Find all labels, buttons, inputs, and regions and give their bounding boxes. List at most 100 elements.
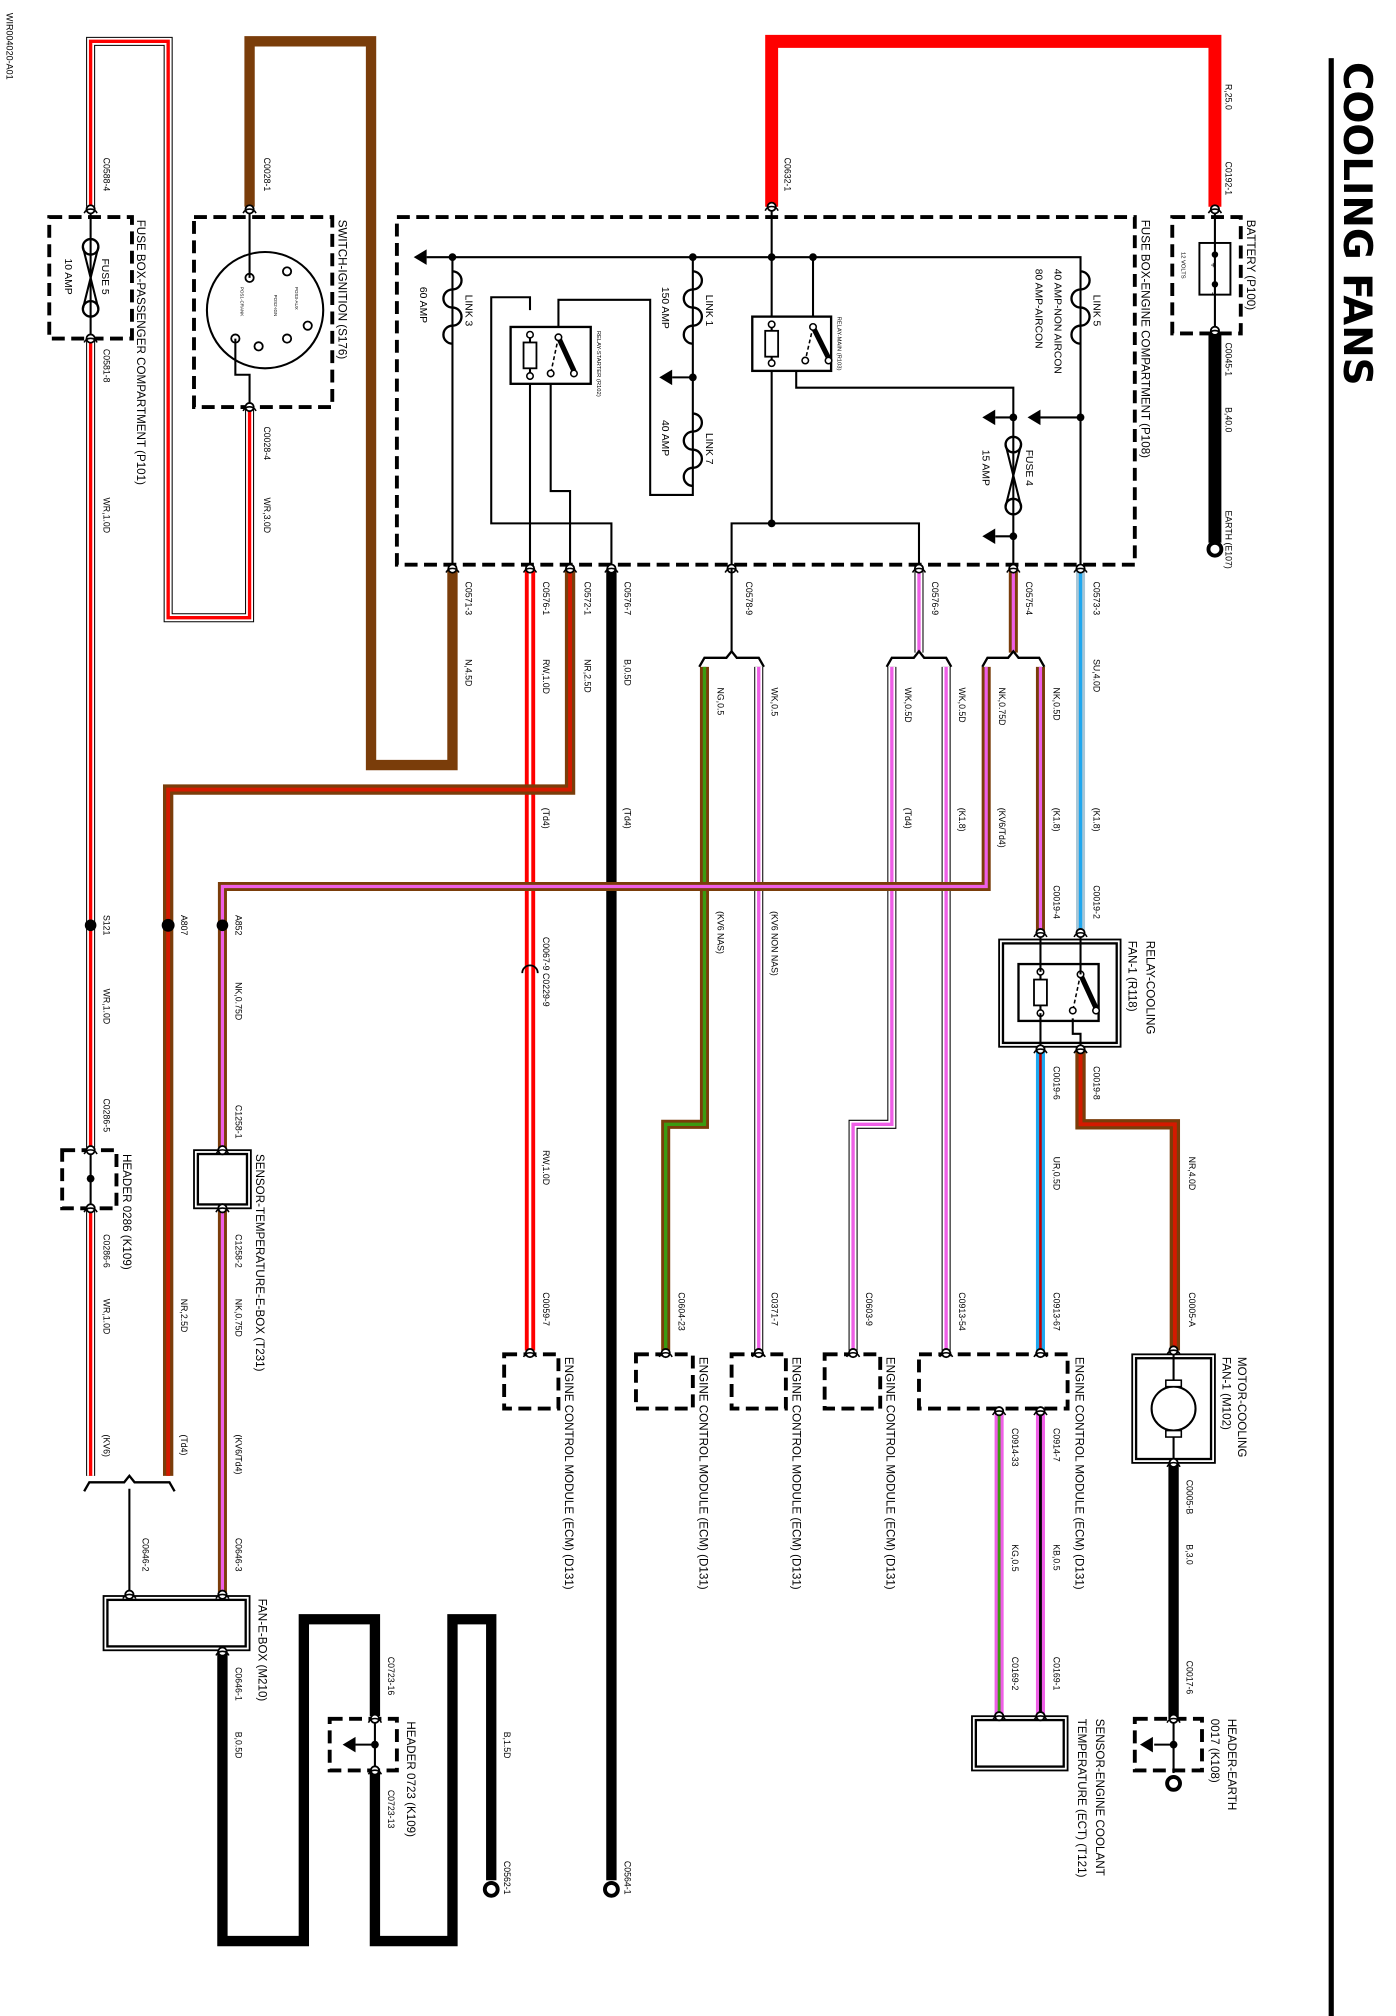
label-ecm-4: ENGINE CONTROL MODULE (ECM) (D131) xyxy=(884,1357,897,1590)
circuit-line xyxy=(426,256,1082,569)
junction-dot xyxy=(688,253,697,262)
label-nk075-c: NK,0.75D xyxy=(233,1299,243,1337)
relay-terminal xyxy=(824,356,833,365)
label-wk05: WK,0.5 xyxy=(770,688,780,717)
label-ecm-2: ENGINE CONTROL MODULE (ECM) (D131) xyxy=(696,1357,709,1590)
relay-terminal xyxy=(767,359,776,368)
label-c0913-67: C0913-67 xyxy=(1051,1292,1061,1331)
label-link5-rating-b: 80 AMP-AIRCON xyxy=(1032,269,1043,349)
label-ecm-5: ENGINE CONTROL MODULE (ECM) (D131) xyxy=(1072,1357,1085,1590)
label-nr40: NR,4.0D xyxy=(1187,1157,1197,1191)
junction-dot xyxy=(809,253,817,262)
label-td4-a: (Td4) xyxy=(541,808,551,829)
label-link1-rating: 150 AMP xyxy=(659,287,670,329)
label-battery: BATTERY (P100) xyxy=(1244,220,1257,311)
brace-icon xyxy=(981,649,1046,668)
earth-ring-icon xyxy=(1206,540,1224,558)
connector-mark-icon xyxy=(845,1352,861,1358)
junction-dot xyxy=(1009,413,1018,422)
battery-plus-icon: + xyxy=(1208,262,1218,267)
circuit-line xyxy=(490,296,613,569)
label-s121: S121 xyxy=(102,915,112,936)
junction-dot xyxy=(1211,251,1219,258)
wire-b xyxy=(369,1614,497,1947)
label-c0371-7: C0371-7 xyxy=(770,1292,780,1326)
label-c0572-1: C0572-1 xyxy=(582,582,592,616)
label-fuse5-rating: 10 AMP xyxy=(62,258,73,294)
relay-terminal xyxy=(525,372,535,381)
label-b15: B,1.5D xyxy=(502,1732,512,1759)
connector-mark-icon xyxy=(1166,1717,1181,1724)
junction-dot xyxy=(688,373,697,382)
circuit-line xyxy=(549,374,572,569)
label-c0914-7: C0914-7 xyxy=(1051,1428,1061,1462)
label-wk05d-b: WK,0.5D xyxy=(957,688,967,723)
label-header-0723: HEADER 0723 (K109) xyxy=(404,1721,417,1837)
label-nk05: NK,0.5D xyxy=(1051,688,1061,721)
connector-mark-icon xyxy=(1166,1349,1181,1355)
relay-terminal xyxy=(1068,1006,1077,1015)
junction-dot xyxy=(161,918,175,932)
label-c0646-3: C0646-3 xyxy=(233,1538,243,1572)
connector-mark-icon xyxy=(83,208,98,214)
relay-terminal xyxy=(569,369,578,378)
label-nk075-a: NK,0.75D xyxy=(997,688,1007,726)
arrow-left-icon xyxy=(659,369,673,386)
label-c0646-2: C0646-2 xyxy=(140,1538,150,1572)
label-kg05: KG,0.5 xyxy=(1010,1544,1020,1571)
wire-b xyxy=(217,1614,381,1947)
label-c0059-7: C0059-7 xyxy=(541,1292,551,1326)
ignition-switch-icon xyxy=(205,250,325,370)
switch-terminal xyxy=(302,320,313,331)
motor-brush xyxy=(1165,1379,1183,1388)
circuit-line xyxy=(730,522,921,569)
inline-connector-icon xyxy=(521,964,539,974)
fusible-link-icon xyxy=(442,270,463,345)
label-fan-ebox: FAN-E-BOX (M210) xyxy=(256,1599,269,1702)
earth-ring-icon xyxy=(603,1880,620,1898)
junction-dot xyxy=(84,919,97,932)
label-c0169-1: C0169-1 xyxy=(1051,1657,1061,1691)
label-0: POS3-AUX xyxy=(294,287,299,310)
circuit-line xyxy=(556,336,577,372)
label-c0723-16: C0723-16 xyxy=(386,1657,396,1696)
label-nr25-b: NR,2.5D xyxy=(179,1299,189,1333)
component-box xyxy=(971,1715,1069,1772)
label-kv6td4-b: (KV6/Td4) xyxy=(233,1434,243,1474)
label-ur05: UR,0.5D xyxy=(1051,1157,1061,1191)
relay-coil-icon xyxy=(522,341,538,370)
label-kv6: (KV6) xyxy=(102,1434,112,1456)
label-su40: SU,4.0D xyxy=(1091,659,1101,692)
label-ecm-1: ENGINE CONTROL MODULE (ECM) (D131) xyxy=(562,1357,575,1590)
label-td4-b: (Td4) xyxy=(622,808,632,829)
label-c0573-3: C0573-3 xyxy=(1091,582,1101,616)
label-c0005-a: C0005-A xyxy=(1187,1292,1197,1327)
connector-mark-icon xyxy=(445,567,460,573)
label-relay-cooling-2: FAN-1 (R118) xyxy=(1125,941,1138,1012)
label-c0019-6: C0019-6 xyxy=(1051,1066,1061,1100)
connector-mark-icon xyxy=(1073,1048,1088,1054)
wire-n xyxy=(244,36,458,771)
dashed-enclosure xyxy=(1170,215,1243,336)
label-c0575-4: C0575-4 xyxy=(1024,582,1034,616)
label-ecm-3: ENGINE CONTROL MODULE (ECM) (D131) xyxy=(789,1357,802,1590)
connector-mark-icon xyxy=(367,1769,383,1775)
wire-wr xyxy=(88,39,252,620)
label-relay-main: RELAY-MAIN (R103) xyxy=(836,317,842,371)
connector-mark-icon xyxy=(764,205,779,212)
label-r250: R,25.0 xyxy=(1223,84,1233,110)
earth-ring-icon xyxy=(482,1880,500,1898)
fusible-link-icon xyxy=(1070,270,1091,345)
label-fusebox-passenger: FUSE BOX-PASSENGER COMPARTMENT (P101) xyxy=(134,220,147,485)
label-c0067-c0229: C0067-9 C0229-9 xyxy=(541,937,551,1007)
wire-nk xyxy=(220,666,988,1148)
page-title: COOLING FANS xyxy=(1334,62,1379,386)
label-c0603-9: C0603-9 xyxy=(864,1292,874,1326)
wire-r xyxy=(765,34,1222,207)
relay-terminal xyxy=(809,322,818,331)
arrow-left-icon xyxy=(982,528,996,545)
label-kv6nonnas: (KV6 NON NAS) xyxy=(770,911,780,976)
label-switch-ignition: SWITCH-IGNITION (S176) xyxy=(336,220,349,360)
circuit-line xyxy=(1071,1018,1082,1050)
switch-terminal xyxy=(282,266,293,277)
